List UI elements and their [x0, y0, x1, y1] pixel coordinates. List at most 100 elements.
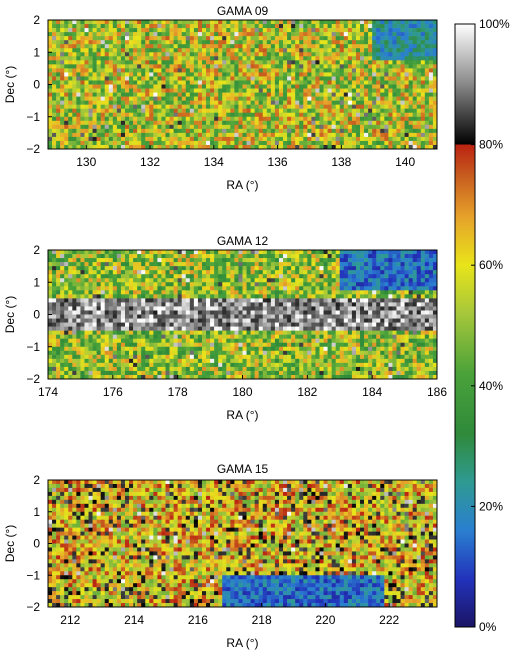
heatmap-cell	[404, 48, 409, 53]
heatmap-cell	[149, 354, 154, 360]
heatmap-cell	[287, 120, 292, 126]
heatmap-cell	[327, 108, 332, 114]
heatmap-cell	[52, 314, 57, 319]
heatmap-cell	[100, 250, 106, 255]
heatmap-cell	[347, 144, 353, 150]
heatmap-cell	[222, 28, 227, 33]
heatmap-cell	[250, 64, 255, 69]
heatmap-cell	[428, 140, 434, 146]
heatmap-cell	[153, 64, 158, 69]
heatmap-cell	[206, 326, 211, 331]
heatmap-cell	[52, 258, 57, 263]
heatmap-cell	[185, 278, 191, 283]
heatmap-cell	[185, 80, 191, 85]
heatmap-cell	[88, 346, 93, 352]
heatmap-cell	[124, 266, 130, 271]
heatmap-cell	[68, 330, 73, 335]
heatmap-cell	[250, 140, 255, 146]
heatmap-cell	[56, 374, 61, 380]
heatmap-cell	[400, 68, 405, 73]
heatmap-cell	[250, 40, 255, 45]
heatmap-cell	[80, 144, 85, 150]
heatmap-cell	[315, 100, 320, 105]
heatmap-cell	[197, 108, 203, 114]
heatmap-cell	[104, 318, 110, 323]
heatmap-cell	[100, 342, 106, 348]
heatmap-cell	[307, 96, 312, 101]
heatmap-cell	[230, 112, 235, 118]
heatmap-cell	[238, 362, 243, 368]
heatmap-cell	[112, 362, 118, 368]
heatmap-cell	[189, 64, 195, 69]
heatmap-cell	[238, 108, 243, 114]
heatmap-cell	[372, 28, 377, 33]
heatmap-cell	[169, 322, 174, 327]
heatmap-cell	[52, 278, 57, 283]
heatmap-cell	[234, 278, 239, 283]
heatmap-cell	[193, 72, 199, 77]
heatmap-cell	[380, 48, 385, 53]
heatmap-cell	[48, 370, 53, 376]
heatmap-cell	[372, 60, 377, 65]
heatmap-cell	[343, 100, 349, 105]
heatmap-cell	[133, 32, 138, 37]
heatmap-cell	[185, 120, 191, 126]
heatmap-cell	[400, 76, 405, 81]
heatmap-cell	[100, 68, 106, 73]
heatmap-cell	[68, 64, 73, 69]
heatmap-cell	[234, 108, 239, 114]
heatmap-cell	[210, 334, 215, 339]
heatmap-cell	[250, 298, 255, 303]
heatmap-cell	[258, 254, 264, 259]
heatmap-cell	[165, 32, 170, 37]
heatmap-cell	[404, 116, 409, 122]
heatmap-cell	[149, 40, 154, 45]
heatmap-cell	[185, 362, 191, 368]
heatmap-cell	[96, 250, 101, 255]
heatmap-cell	[323, 60, 328, 65]
heatmap-cell	[56, 298, 61, 303]
heatmap-cell	[100, 60, 106, 65]
heatmap-cell	[307, 128, 312, 134]
heatmap-cell	[129, 44, 134, 49]
heatmap-cell	[112, 254, 118, 259]
heatmap-cell	[351, 100, 357, 105]
heatmap-cell	[129, 20, 134, 25]
heatmap-cell	[52, 124, 57, 130]
heatmap-cell	[141, 140, 146, 146]
heatmap-cell	[295, 144, 300, 150]
heatmap-cell	[388, 68, 393, 73]
heatmap-cell	[68, 44, 73, 49]
heatmap-cell	[238, 124, 243, 130]
heatmap-cell	[420, 68, 426, 73]
heatmap-cell	[120, 326, 126, 331]
heatmap-cell	[124, 96, 130, 101]
heatmap-cell	[104, 342, 110, 348]
heatmap-cell	[335, 116, 341, 122]
heatmap-cell	[157, 286, 162, 291]
heatmap-cell	[210, 350, 215, 356]
heatmap-cell	[52, 366, 57, 372]
heatmap-cell	[230, 358, 235, 364]
heatmap-cell	[380, 124, 385, 130]
heatmap-cell	[331, 92, 336, 97]
heatmap-cell	[133, 52, 138, 57]
heatmap-cell	[84, 294, 89, 299]
heatmap-cell	[60, 330, 65, 335]
heatmap-cell	[145, 60, 150, 65]
heatmap-cell	[230, 100, 235, 105]
heatmap-cell	[133, 76, 138, 81]
heatmap-cell	[242, 88, 247, 93]
heatmap-cell	[173, 290, 178, 295]
heatmap-cell	[331, 64, 336, 69]
heatmap-cell	[323, 124, 328, 130]
heatmap-cell	[218, 92, 223, 97]
heatmap-cell	[72, 112, 77, 118]
heatmap-cell	[355, 48, 361, 53]
heatmap-cell	[380, 88, 385, 93]
heatmap-cell	[68, 60, 73, 65]
heatmap-cell	[222, 366, 227, 372]
heatmap-cell	[201, 306, 207, 311]
heatmap-cell	[335, 124, 341, 130]
heatmap-cell	[177, 88, 183, 93]
